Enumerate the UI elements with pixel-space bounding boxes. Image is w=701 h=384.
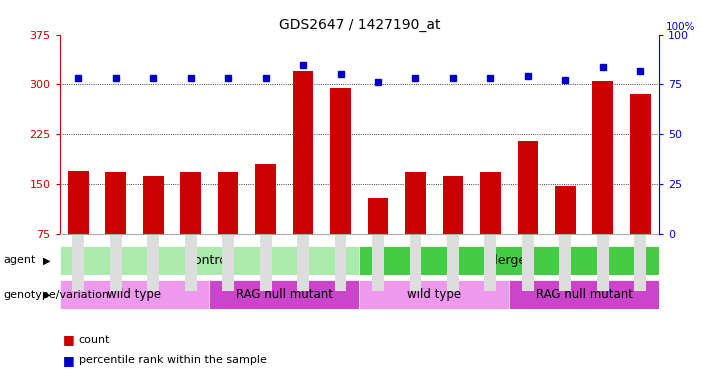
Bar <box>330 88 350 234</box>
Title: GDS2647 / 1427190_at: GDS2647 / 1427190_at <box>278 18 440 32</box>
Text: 100%: 100% <box>666 22 695 32</box>
Text: ■: ■ <box>63 333 75 346</box>
Text: agent: agent <box>4 255 36 265</box>
Bar <box>218 172 238 234</box>
Text: wild type: wild type <box>107 288 161 301</box>
Text: percentile rank within the sample: percentile rank within the sample <box>79 355 266 365</box>
Bar <box>255 164 276 234</box>
Bar <box>60 246 359 275</box>
Text: allergen: allergen <box>484 254 535 266</box>
Bar <box>143 175 163 234</box>
Bar <box>368 198 388 234</box>
Text: ▶: ▶ <box>43 290 51 300</box>
Bar <box>509 280 659 309</box>
Bar <box>68 171 88 234</box>
Bar <box>210 280 359 309</box>
Text: ■: ■ <box>63 354 75 367</box>
Bar <box>555 185 576 234</box>
Text: control: control <box>188 254 231 266</box>
Bar <box>592 81 613 234</box>
Text: ▶: ▶ <box>43 255 51 265</box>
Bar <box>180 172 201 234</box>
Text: count: count <box>79 335 110 345</box>
Bar <box>405 172 426 234</box>
Bar <box>630 94 651 234</box>
Text: genotype/variation: genotype/variation <box>4 290 109 300</box>
Bar <box>105 172 126 234</box>
Bar <box>60 280 210 309</box>
Text: RAG null mutant: RAG null mutant <box>536 288 632 301</box>
Text: RAG null mutant: RAG null mutant <box>236 288 333 301</box>
Bar <box>359 280 509 309</box>
Bar <box>293 71 313 234</box>
Bar <box>480 172 501 234</box>
Bar <box>517 141 538 234</box>
Bar <box>442 175 463 234</box>
Text: wild type: wild type <box>407 288 461 301</box>
Bar <box>359 246 659 275</box>
